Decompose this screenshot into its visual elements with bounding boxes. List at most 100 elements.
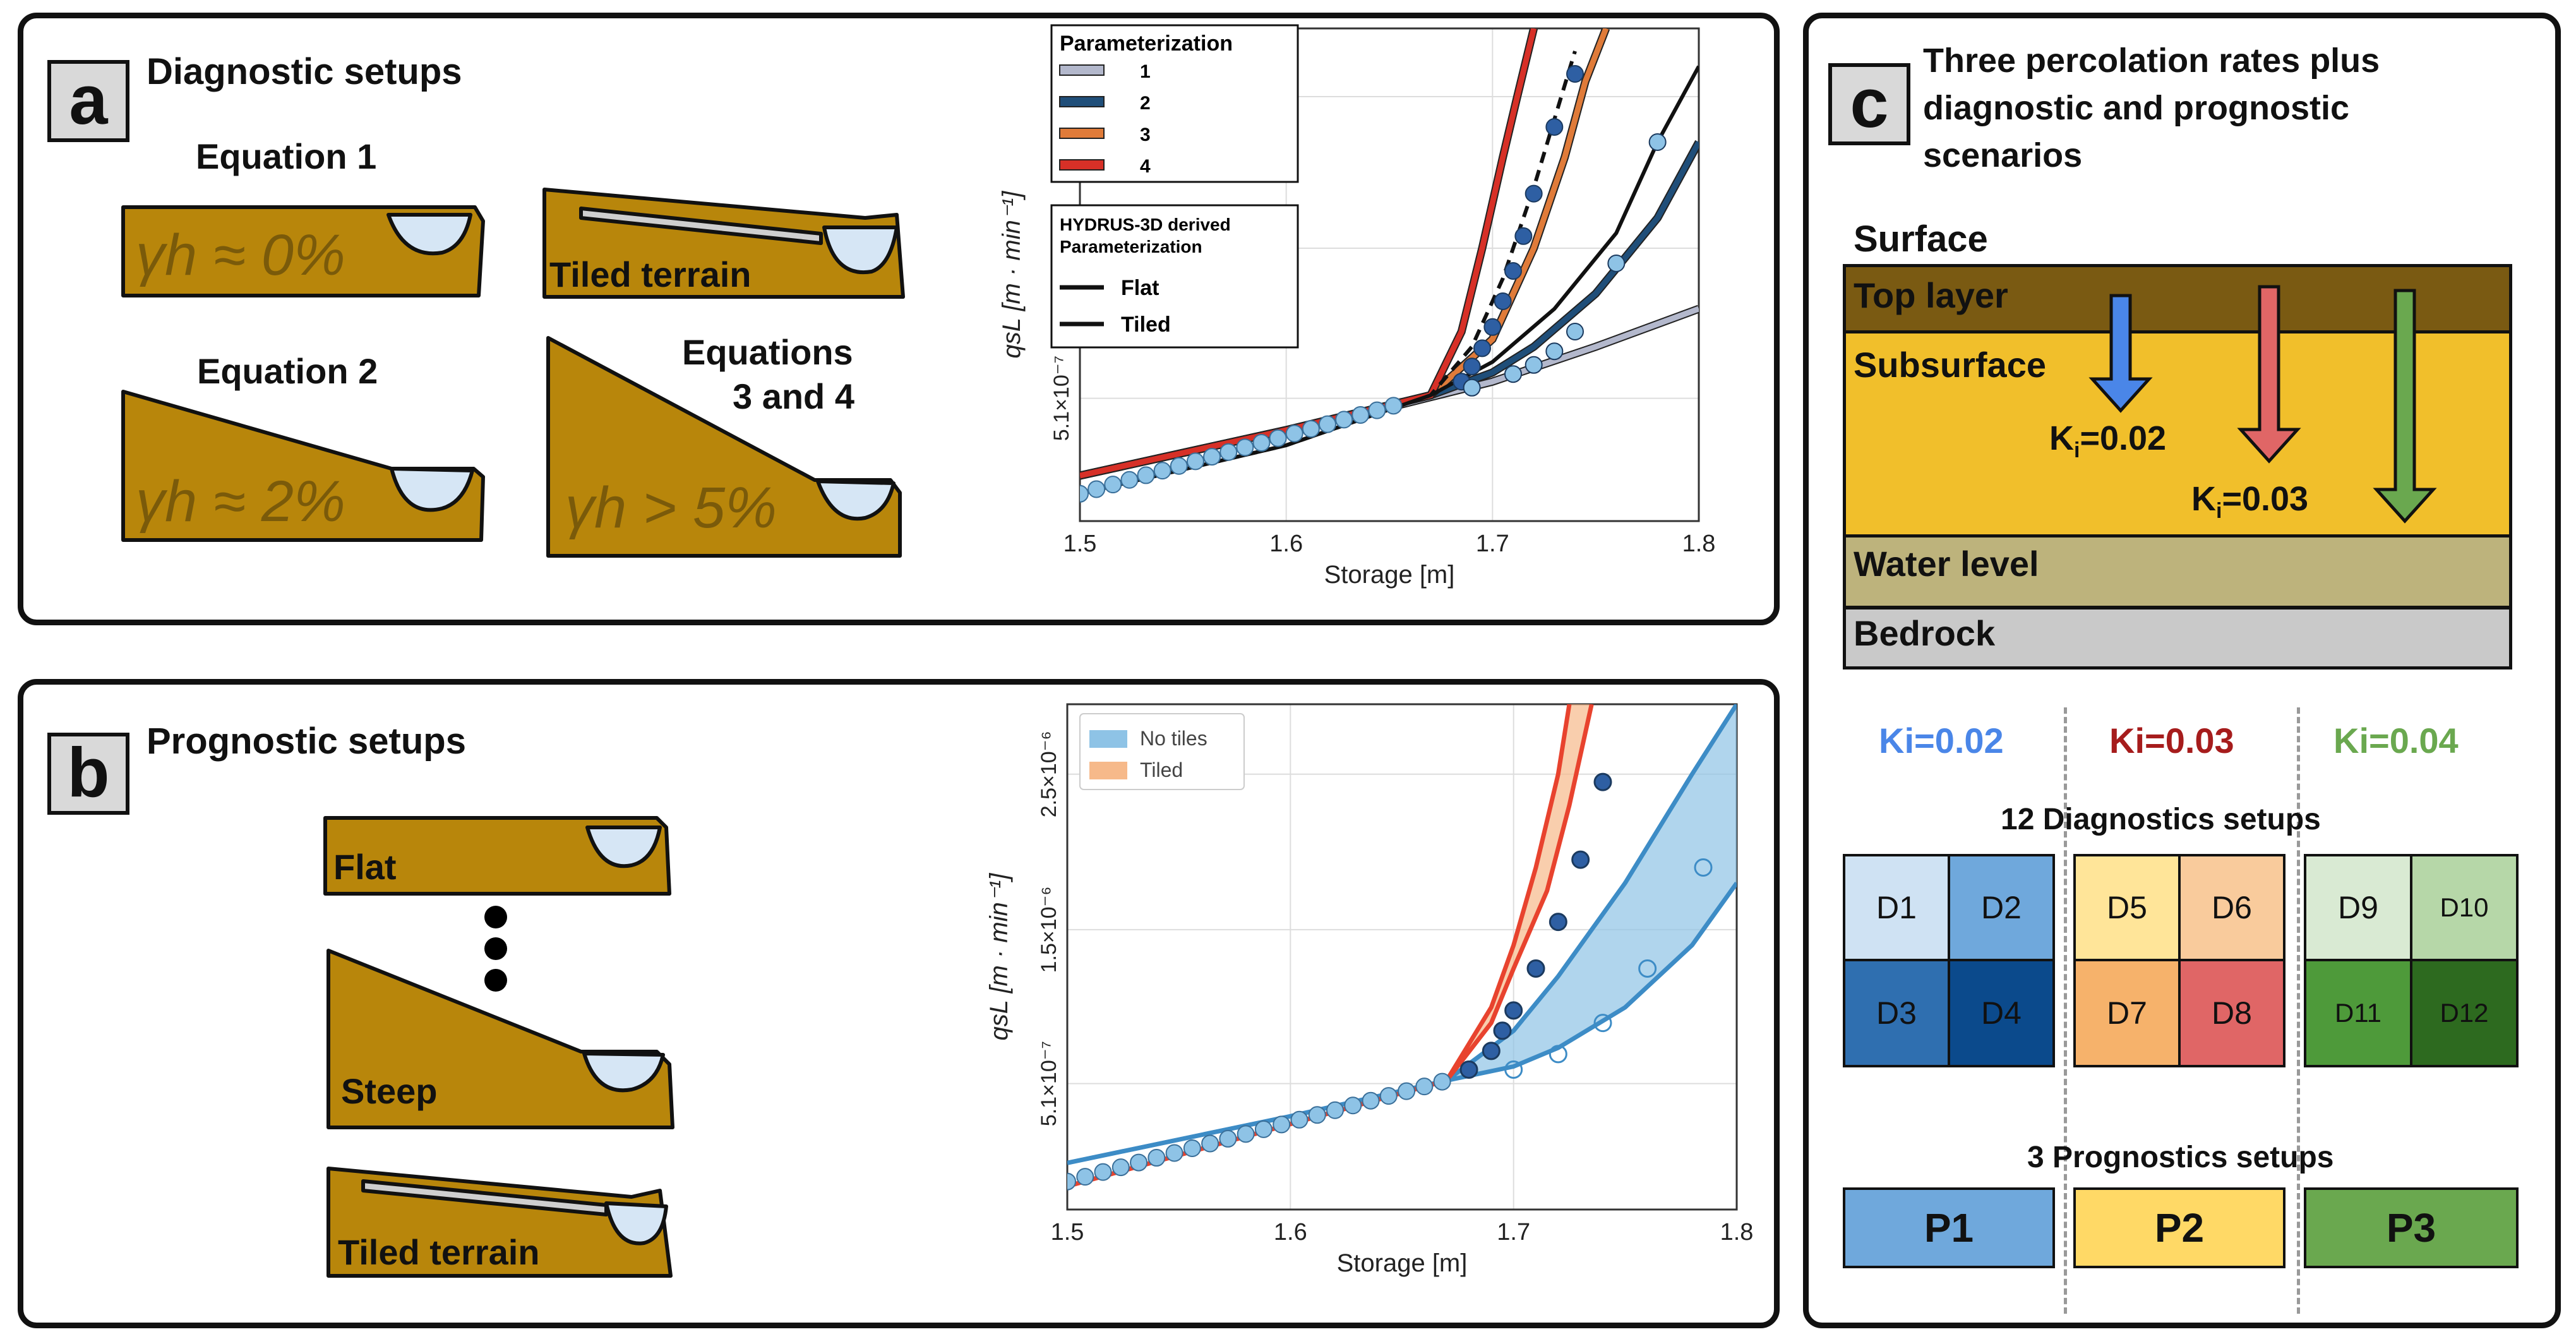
- k1-layer-label: Ki=0.02: [2049, 419, 2166, 462]
- k3-header: Ki=0.04: [2333, 720, 2459, 761]
- plot-area: [1067, 704, 1737, 1191]
- channel-eq2: [390, 467, 474, 512]
- surface-label: Surface: [1854, 219, 1988, 260]
- obs-point-no-tiles: [1593, 1014, 1612, 1033]
- obs-point-flat: [1504, 365, 1522, 383]
- channel-tiled-b: [604, 1201, 668, 1246]
- obs-point: [1384, 397, 1403, 415]
- subsurface-label: Subsurface: [1854, 345, 2046, 385]
- plot-area: [1080, 28, 1699, 503]
- obs-point-flat: [1463, 378, 1481, 397]
- k2-header: Ki=0.03: [2109, 720, 2234, 761]
- diag-cell-d9: D9: [2304, 854, 2412, 961]
- x-tick-label: 1.7: [1497, 1219, 1530, 1246]
- panel-c-label: c: [1828, 63, 1910, 145]
- tile-drain-b: [361, 1179, 608, 1216]
- panel-b-label: b: [47, 733, 129, 815]
- obs-point: [1137, 466, 1155, 484]
- obs-point-flat: [1648, 133, 1667, 151]
- panel-c-title-1: Three percolation rates plus: [1923, 42, 2380, 80]
- legend-title: Parameterization: [1060, 32, 1233, 56]
- obs-point: [1290, 1110, 1309, 1129]
- legend-swatch-0: [1089, 730, 1127, 748]
- obs-point: [1269, 429, 1287, 447]
- obs-point: [1308, 1106, 1326, 1124]
- x-axis-label: Storage [m]: [1337, 1249, 1468, 1277]
- obs-point-tiled: [1549, 913, 1567, 932]
- k2-header-text: Ki=0.03: [2109, 721, 2234, 760]
- band-no-tiles: [1067, 704, 1737, 1163]
- panel-c-title-3: scenarios: [1923, 136, 2083, 174]
- chart-b: 1.5 1.6 1.7 1.8 5.1×10⁻⁷ 1.5×10⁻⁶ 2.5×10⁻⁶ Stor…: [985, 703, 1754, 1277]
- obs-point: [1203, 448, 1221, 466]
- obs-point-tiled: [1463, 357, 1481, 376]
- obs-point: [1273, 1115, 1291, 1134]
- obs-point: [1236, 438, 1254, 457]
- obs-point: [1285, 424, 1303, 443]
- obs-point-flat: [1525, 356, 1543, 374]
- obs-point-tiled: [1593, 772, 1612, 791]
- water-level-label: Water level: [1854, 544, 2039, 584]
- obs-point-no-tiles: [1504, 1060, 1523, 1079]
- channel-tiled-a: [822, 225, 899, 275]
- obs-point: [1111, 1158, 1130, 1177]
- ellipsis-dot-3: [484, 969, 507, 992]
- diag-cell-d6: D6: [2178, 854, 2285, 961]
- obs-point: [1362, 1091, 1380, 1110]
- obs-point: [1351, 406, 1370, 424]
- legend-label-0: No tiles: [1140, 727, 1207, 750]
- legend-label-4: 4: [1140, 156, 1151, 177]
- x-tick-label: 1.8: [1682, 531, 1716, 557]
- diag-cell-d12: D12: [2410, 959, 2519, 1067]
- obs-point-tiled: [1504, 262, 1522, 280]
- legend-title-1: HYDRUS-3D derived: [1060, 215, 1231, 234]
- channel-flat-b: [585, 826, 662, 868]
- obs-point: [1237, 1125, 1255, 1143]
- diag-cell-d5: D5: [2073, 854, 2181, 961]
- legend-swatch-1: [1089, 762, 1127, 779]
- obs-point: [1302, 420, 1320, 438]
- diag-title: 12 Diagnostics setups: [2001, 803, 2321, 836]
- obs-point-tiled: [1473, 339, 1491, 357]
- ellipsis-dot-2: [484, 937, 507, 960]
- legend-swatch-1: [1059, 64, 1105, 76]
- prog-title: 3 Prognostics setups: [2027, 1141, 2334, 1174]
- legend-label-1: Tiled: [1140, 759, 1183, 781]
- y-tick-label: 1.5×10⁻⁶: [1037, 886, 1061, 973]
- y-tick-label: 5.1×10⁻⁷: [1050, 356, 1074, 441]
- diag-cell-d4: D4: [1948, 959, 2055, 1067]
- diag-cell-d8: D8: [2178, 959, 2285, 1067]
- obs-point-tiled: [1482, 1042, 1501, 1060]
- obs-point: [1319, 415, 1336, 433]
- obs-point-tiled: [1571, 850, 1590, 869]
- x-tick-label: 1.5: [1063, 531, 1097, 557]
- diag-cell-d2: D2: [1948, 854, 2055, 961]
- obs-point-flat: [1607, 255, 1626, 272]
- legend-swatch-4: [1059, 159, 1105, 171]
- legend-title-2: Parameterization: [1060, 237, 1202, 256]
- obs-point-flat: [1545, 342, 1564, 361]
- obs-point: [1326, 1101, 1344, 1119]
- panel-a-title: Diagnostic setups: [147, 51, 462, 92]
- obs-point: [1368, 401, 1386, 419]
- obs-point: [1379, 1087, 1398, 1105]
- x-tick-label: 1.6: [1269, 531, 1303, 557]
- diag-cell-d3: D3: [1843, 959, 1950, 1067]
- obs-point-flat: [1566, 323, 1584, 340]
- x-tick-label: 1.8: [1720, 1219, 1754, 1246]
- diag-cell-d11: D11: [2304, 959, 2412, 1067]
- terrain-eq34: [546, 336, 902, 558]
- x-axis-label: Storage [m]: [1324, 561, 1455, 589]
- percolation-arrows: Ki=0.02 Ki=0.03 Ki=0.04: [2049, 285, 2457, 556]
- obs-point-tiled: [1494, 292, 1512, 310]
- legend-label-flat: Flat: [1121, 276, 1159, 300]
- obs-point: [1219, 443, 1238, 461]
- channel-eq1: [386, 213, 472, 256]
- top-layer-label: Top layer: [1854, 275, 2008, 315]
- plot-frame: [1066, 703, 1738, 1211]
- k1-header: Ki=0.02: [1879, 720, 2004, 761]
- obs-point-tiled: [1525, 184, 1543, 203]
- panel-a-terrains: γh ≈ 0% γh ≈ 2% γh > 5%: [121, 188, 905, 558]
- panel-b-title: Prognostic setups: [147, 721, 466, 762]
- obs-point-tiled: [1483, 318, 1502, 336]
